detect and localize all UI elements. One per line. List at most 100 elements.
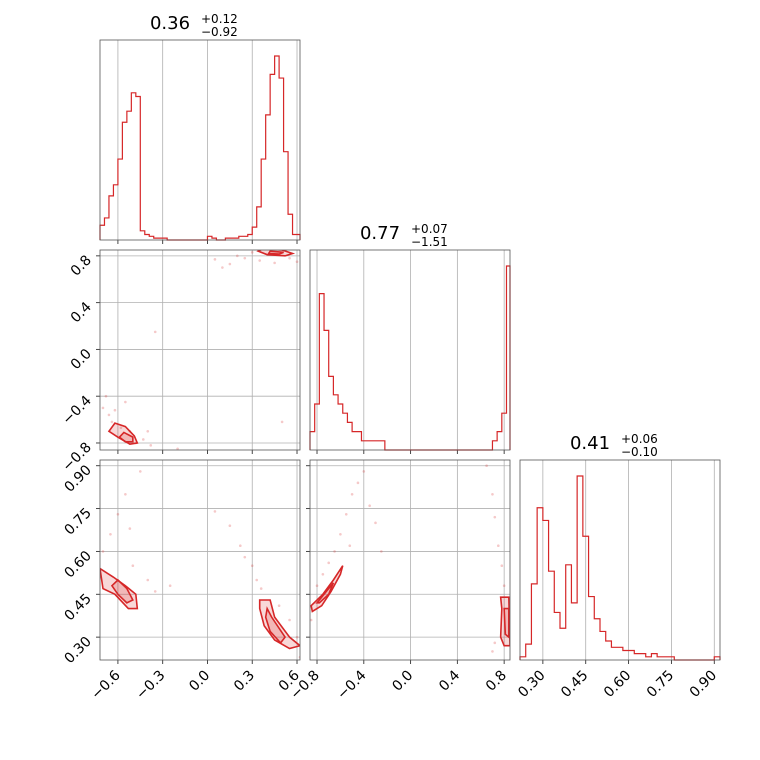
sample-point — [128, 527, 132, 530]
sample-point — [238, 544, 242, 548]
x-tick-label: 0.90 — [687, 668, 720, 701]
sample-point — [101, 550, 105, 553]
sample-point — [255, 578, 259, 582]
sample-point — [146, 429, 150, 433]
sample-point — [493, 515, 497, 519]
sample-point — [153, 330, 157, 334]
panel-title-plus: +0.06 — [621, 432, 658, 446]
sample-point — [213, 258, 217, 261]
sample-point — [228, 524, 232, 528]
sample-point — [502, 584, 506, 588]
y-tick-label: 0.4 — [68, 299, 95, 326]
contour-line — [110, 578, 134, 604]
sample-point — [228, 262, 232, 266]
contour-line — [107, 422, 139, 445]
sample-point — [288, 618, 291, 622]
y-tick-label: 0.45 — [61, 591, 94, 624]
sample-point — [176, 447, 179, 450]
sample-point — [491, 650, 494, 653]
x-tick-label: 0.4 — [436, 667, 463, 694]
sample-point — [250, 564, 254, 568]
sample-point — [277, 604, 281, 608]
sample-point — [374, 521, 377, 525]
panel-title-plus: +0.07 — [411, 222, 448, 236]
panel-title-median: 0.77 — [360, 223, 400, 244]
sample-point — [339, 532, 342, 536]
sample-point — [493, 641, 497, 645]
sample-point — [497, 544, 500, 548]
sample-point — [344, 512, 348, 516]
y-tick-label: 0.75 — [61, 505, 94, 538]
sample-point — [243, 256, 247, 260]
panel-title-median: 0.41 — [570, 433, 610, 454]
panel-content — [101, 250, 299, 450]
panel-title-minus: −0.92 — [201, 25, 238, 39]
x-tick-label: 0.75 — [644, 668, 677, 701]
sample-point — [348, 544, 352, 548]
sample-point — [243, 555, 247, 559]
histogram-step-2 — [519, 475, 721, 661]
sample-point — [327, 561, 331, 565]
sample-point — [273, 261, 276, 265]
sample-point — [101, 406, 105, 410]
contour-line — [267, 250, 284, 255]
sample-point — [315, 584, 319, 588]
sample-point — [113, 408, 117, 412]
contour-fill — [265, 608, 286, 643]
x-tick-label: 0.8 — [483, 668, 510, 695]
x-tick-label: 0.60 — [601, 668, 634, 701]
y-tick-label: 0.60 — [61, 548, 94, 581]
sample-point — [141, 438, 145, 441]
sample-point — [116, 512, 120, 516]
sample-point — [146, 578, 150, 582]
panel-content — [100, 470, 300, 659]
sample-point — [362, 470, 366, 473]
sample-point — [491, 492, 494, 496]
panel-title-minus: −1.51 — [411, 235, 448, 249]
sample-point — [153, 590, 157, 593]
sample-point — [124, 492, 127, 496]
x-tick-label: 0.3 — [231, 668, 258, 695]
x-tick-label: 0.0 — [389, 668, 416, 695]
histogram-step-1 — [309, 265, 511, 451]
sample-point — [356, 481, 360, 485]
panel-0-0 — [99, 39, 301, 244]
panel-frame — [99, 249, 301, 451]
contour-line — [258, 599, 300, 650]
contour-line — [310, 565, 344, 613]
sample-point — [250, 251, 254, 254]
sample-point — [500, 564, 504, 568]
sample-point — [124, 400, 127, 404]
sample-point — [333, 550, 336, 553]
panel-frame — [309, 459, 511, 661]
panel-title-median: 0.36 — [150, 13, 190, 34]
sample-point — [104, 394, 108, 398]
sample-point — [221, 266, 224, 269]
histogram-step-0 — [99, 55, 301, 241]
contour-line — [499, 596, 510, 647]
x-tick-label: 0.30 — [515, 668, 548, 701]
panel-frame — [99, 39, 301, 241]
sample-point — [213, 510, 217, 513]
sample-point — [107, 413, 111, 417]
sample-point — [485, 464, 488, 468]
panel-content — [310, 464, 510, 653]
sample-point — [295, 635, 299, 639]
sample-point — [310, 618, 313, 622]
contour-line — [118, 431, 134, 443]
panel-title-minus: −0.10 — [621, 445, 658, 459]
sample-point — [109, 532, 112, 536]
panel-1-1 — [309, 249, 511, 454]
sample-point — [119, 426, 123, 430]
x-tick-label: −0.3 — [133, 668, 168, 703]
sample-point — [149, 444, 153, 447]
contour-line — [315, 582, 335, 604]
panel-frame — [309, 249, 511, 451]
panel-title-plus: +0.12 — [201, 12, 238, 26]
sample-point — [258, 259, 262, 262]
sample-point — [138, 470, 142, 473]
contour-line — [264, 606, 287, 645]
y-tick-label: 0.30 — [61, 634, 94, 667]
sample-point — [168, 584, 172, 588]
y-tick-label: −0.4 — [59, 393, 94, 428]
